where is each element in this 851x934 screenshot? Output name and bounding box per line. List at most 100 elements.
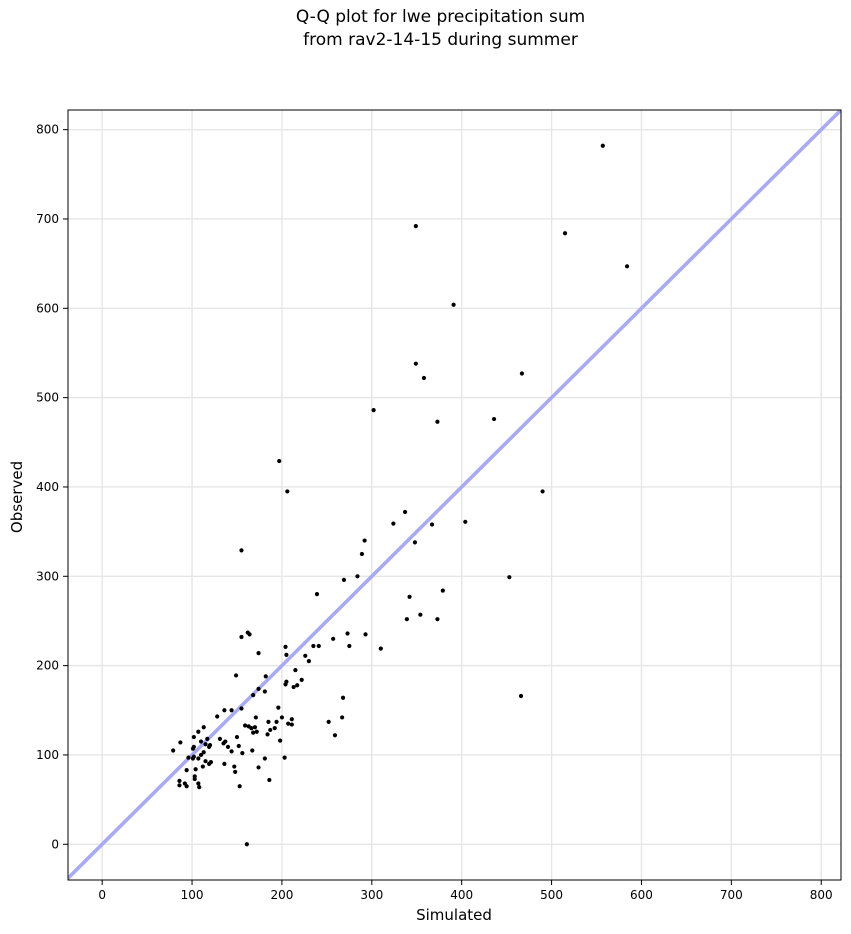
x-tick-label: 800 — [810, 888, 833, 902]
data-point — [540, 489, 545, 494]
data-point — [435, 419, 440, 424]
x-tick-label: 500 — [540, 888, 563, 902]
data-point — [299, 677, 304, 683]
data-point — [215, 714, 220, 719]
y-tick-label: 600 — [36, 301, 59, 315]
data-point — [251, 730, 256, 735]
data-point — [198, 752, 204, 758]
data-point — [190, 756, 196, 761]
data-point — [229, 708, 234, 713]
data-point — [412, 540, 418, 545]
y-tick-label: 100 — [36, 748, 59, 762]
data-point — [624, 264, 630, 269]
data-point — [254, 729, 259, 734]
y-axis-label: Observed — [8, 461, 26, 533]
data-point — [244, 842, 249, 847]
data-point — [196, 729, 201, 734]
data-point — [363, 632, 368, 637]
data-point — [283, 644, 288, 649]
data-point — [404, 617, 409, 622]
data-point — [207, 761, 212, 766]
data-point — [289, 722, 294, 727]
x-tick-label: 700 — [720, 888, 743, 902]
data-point — [285, 489, 290, 494]
data-point — [193, 767, 198, 772]
data-point — [518, 693, 524, 699]
data-point — [205, 736, 210, 741]
x-tick-label: 200 — [270, 888, 293, 902]
data-point — [274, 719, 279, 724]
x-tick-label: 400 — [450, 888, 473, 902]
data-point — [239, 548, 244, 553]
data-point — [326, 719, 331, 724]
y-tick-label: 400 — [36, 480, 59, 494]
data-point — [233, 769, 238, 775]
data-point — [378, 646, 383, 651]
data-point — [250, 748, 255, 753]
data-point — [272, 726, 277, 731]
data-point — [362, 538, 367, 543]
axis-layer: 0 100 200 300 400 500 600 700 800 0 100 200 300 400 50… — [36, 109, 842, 902]
data-point — [282, 755, 287, 760]
data-point — [562, 231, 568, 236]
y-tick-label: 700 — [36, 212, 59, 226]
data-point — [232, 764, 237, 769]
data-point — [421, 375, 427, 381]
data-point — [237, 784, 242, 789]
data-point — [277, 458, 282, 464]
data-point — [200, 764, 205, 769]
data-point — [178, 740, 183, 745]
data-point — [171, 748, 176, 753]
data-point — [198, 739, 204, 744]
data-point — [491, 416, 497, 422]
x-tick-label: 600 — [630, 888, 653, 902]
data-point — [203, 759, 208, 764]
data-point — [359, 551, 365, 557]
data-point — [279, 715, 285, 720]
data-point — [221, 741, 226, 746]
data-point — [252, 725, 258, 730]
x-tick-label: 300 — [360, 888, 383, 902]
data-point — [197, 784, 202, 790]
x-tick-label: 0 — [98, 888, 106, 902]
data-point — [435, 617, 440, 622]
data-point — [268, 727, 273, 733]
y-tick-label: 200 — [36, 659, 59, 673]
data-point — [239, 634, 244, 640]
data-point — [283, 682, 288, 687]
data-point — [253, 715, 258, 720]
data-point — [247, 632, 252, 637]
data-point — [196, 756, 201, 761]
chart-title-line-2: from rav2-14-15 during summer — [303, 30, 578, 50]
data-point — [291, 684, 296, 690]
data-point — [303, 653, 308, 658]
data-point — [429, 522, 435, 527]
data-point — [451, 302, 456, 307]
data-point — [236, 743, 241, 749]
data-point — [314, 592, 320, 597]
data-point — [306, 659, 311, 664]
data-point — [600, 143, 605, 148]
data-point — [191, 734, 196, 740]
data-point — [201, 725, 206, 730]
data-point — [222, 708, 227, 713]
data-point — [203, 742, 208, 747]
data-point — [286, 721, 291, 726]
data-point — [225, 744, 231, 750]
data-point — [177, 778, 182, 783]
data-point — [355, 574, 360, 579]
data-point — [262, 756, 267, 761]
data-point — [440, 588, 445, 593]
x-tick-label: 100 — [181, 888, 204, 902]
data-point — [347, 643, 352, 649]
data-point — [192, 776, 197, 782]
data-point — [190, 746, 196, 751]
data-point — [234, 734, 240, 740]
data-point — [340, 695, 346, 700]
data-point — [207, 744, 212, 750]
data-point — [331, 636, 336, 641]
data-point — [267, 777, 272, 783]
data-point — [229, 749, 234, 754]
data-point — [240, 751, 245, 756]
data-point — [507, 575, 512, 580]
